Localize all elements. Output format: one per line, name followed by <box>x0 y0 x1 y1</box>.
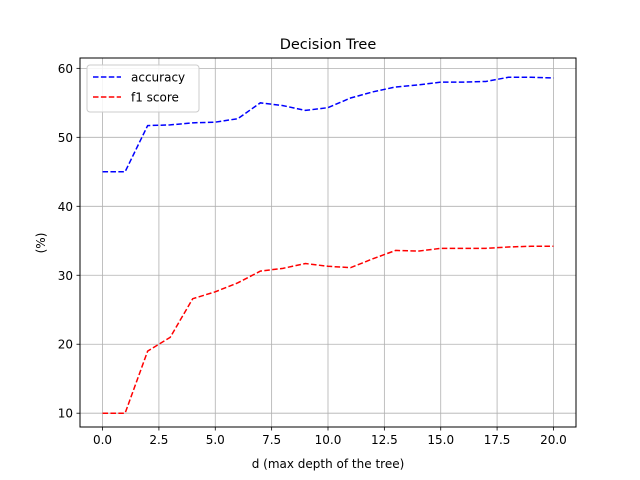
legend-label-accuracy: accuracy <box>131 71 185 85</box>
y-tick-label: 50 <box>58 131 73 145</box>
series-line-f1-score <box>102 245 554 414</box>
x-tick-label: 0.0 <box>93 433 112 447</box>
legend-label-f1-score: f1 score <box>131 91 179 105</box>
x-tick-label: 15.0 <box>427 433 454 447</box>
y-axis-label: (%) <box>34 233 48 254</box>
x-tick-label: 10.0 <box>315 433 342 447</box>
y-tick-label: 30 <box>58 269 73 283</box>
legend-box <box>86 64 200 113</box>
y-tick-label: 20 <box>58 338 73 352</box>
x-tick-label: 17.5 <box>484 433 511 447</box>
chart-title: Decision Tree <box>280 37 377 53</box>
y-tick-label: 60 <box>58 62 73 76</box>
y-tick-label: 10 <box>58 407 73 421</box>
x-tick-label: 2.5 <box>149 433 168 447</box>
x-tick-label: 12.5 <box>371 433 398 447</box>
axis-ticks: 0.0 2.5 5.0 7.5 10.0 12.5 15.0 17.5 20.0 10 20 30 40… <box>58 62 567 447</box>
grid-lines <box>80 58 576 427</box>
x-tick-label: 20.0 <box>540 433 567 447</box>
series-line-accuracy <box>102 76 554 173</box>
x-tick-label: 5.0 <box>206 433 225 447</box>
legend: accuracy f1 score <box>86 64 200 113</box>
x-axis-label: d (max depth of the tree) <box>252 457 405 471</box>
series-lines <box>102 76 554 414</box>
x-tick-label: 7.5 <box>262 433 281 447</box>
y-tick-label: 40 <box>58 200 73 214</box>
